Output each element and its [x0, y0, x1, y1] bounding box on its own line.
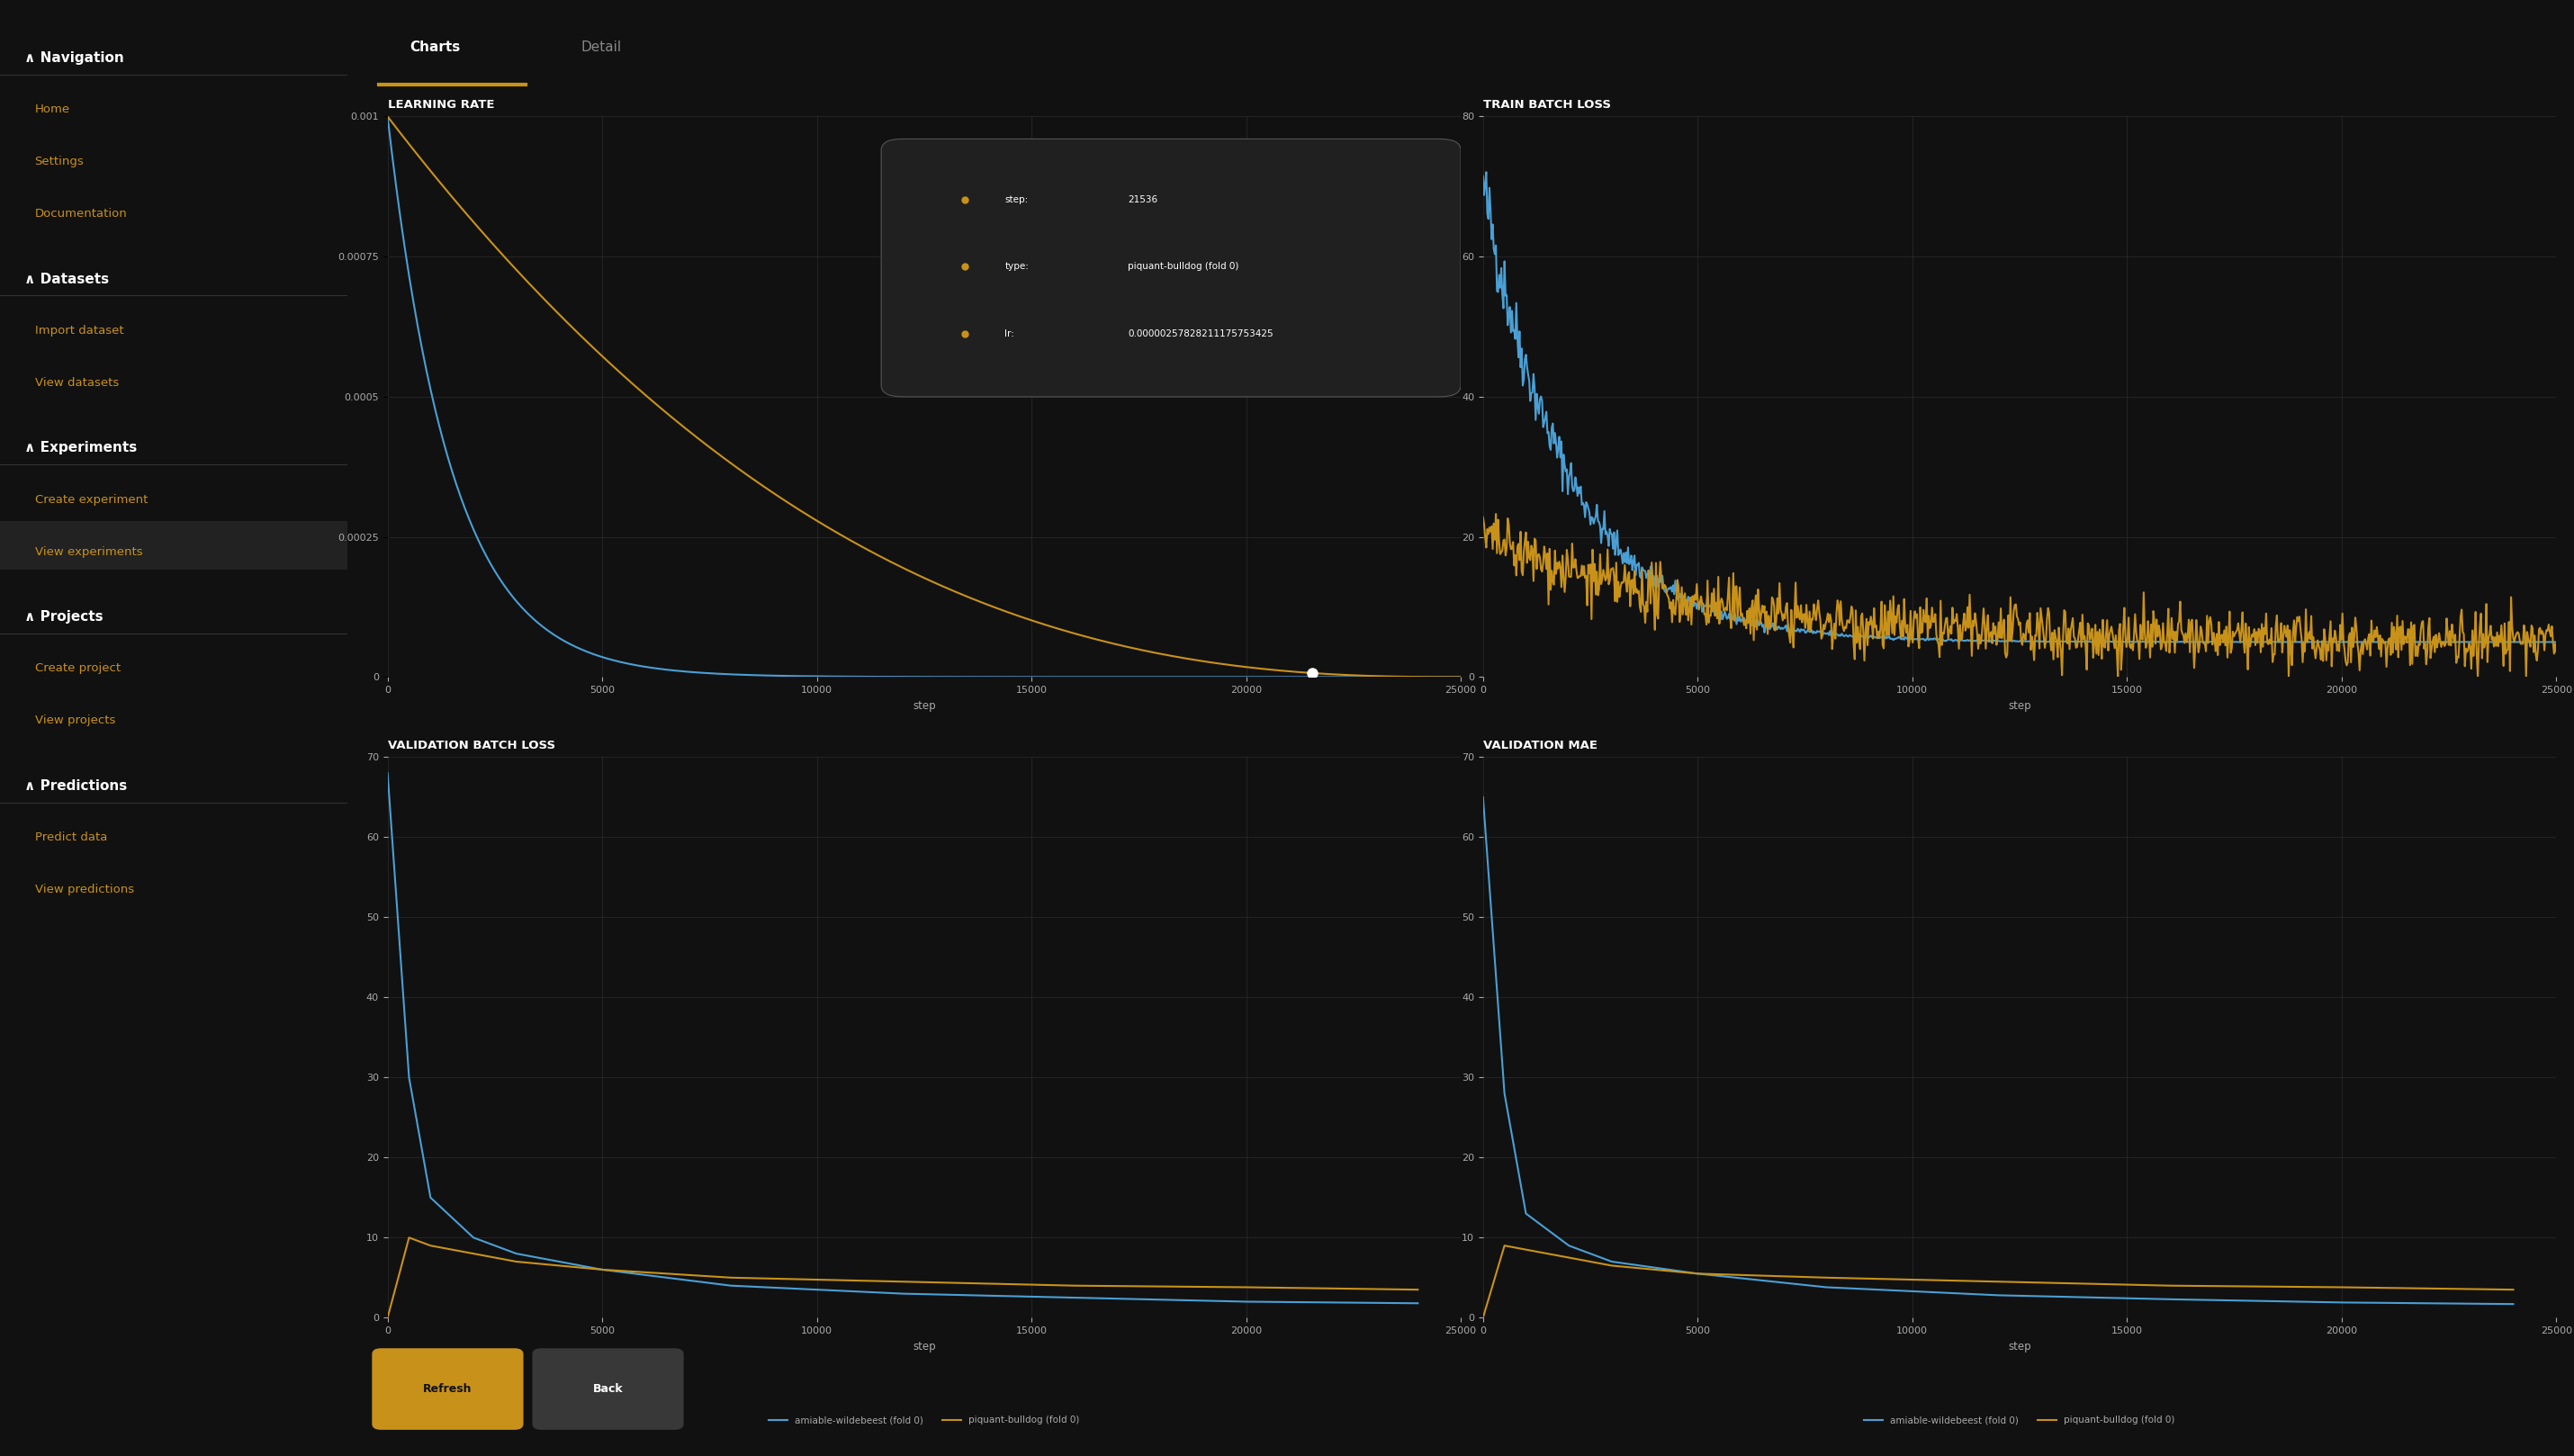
Legend: amiable-wildebeest (fold 0), piquant-bulldog (fold 0): amiable-wildebeest (fold 0), piquant-bul…: [1861, 1412, 2178, 1428]
Text: Create experiment: Create experiment: [36, 494, 147, 505]
X-axis label: step: step: [914, 700, 937, 712]
Legend: amiable-wildebeest (fold 0), piquant-bulldog (fold 0): amiable-wildebeest (fold 0), piquant-bul…: [764, 1412, 1084, 1428]
Text: View predictions: View predictions: [36, 884, 134, 895]
Text: TRAIN BATCH LOSS: TRAIN BATCH LOSS: [1483, 99, 1611, 111]
Text: 21536: 21536: [1127, 195, 1158, 204]
FancyBboxPatch shape: [0, 521, 347, 569]
Text: Detail: Detail: [582, 41, 623, 54]
Text: step:: step:: [1004, 195, 1027, 204]
Text: ∧ Predictions: ∧ Predictions: [23, 779, 126, 792]
Text: LEARNING RATE: LEARNING RATE: [389, 99, 494, 111]
Text: VALIDATION MAE: VALIDATION MAE: [1483, 740, 1598, 751]
Text: Refresh: Refresh: [422, 1383, 471, 1395]
Text: type:: type:: [1004, 262, 1030, 271]
Text: Back: Back: [592, 1383, 623, 1395]
FancyBboxPatch shape: [533, 1348, 685, 1430]
Text: Create project: Create project: [36, 662, 121, 674]
FancyBboxPatch shape: [880, 138, 1462, 397]
Text: ∧ Experiments: ∧ Experiments: [23, 441, 136, 454]
Text: Documentation: Documentation: [36, 208, 126, 220]
FancyBboxPatch shape: [373, 1348, 523, 1430]
Text: Predict data: Predict data: [36, 831, 108, 843]
Legend: amiable-wildebeest (fold 0), piquant-bulldog (fold 0): amiable-wildebeest (fold 0), piquant-bul…: [764, 772, 1084, 788]
X-axis label: step: step: [2008, 700, 2031, 712]
Text: VALIDATION BATCH LOSS: VALIDATION BATCH LOSS: [389, 740, 556, 751]
Text: lr:: lr:: [1004, 329, 1014, 338]
Text: piquant-bulldog (fold 0): piquant-bulldog (fold 0): [1127, 262, 1238, 271]
X-axis label: step: step: [2008, 1341, 2031, 1353]
Text: View experiments: View experiments: [36, 546, 142, 558]
X-axis label: step: step: [914, 1341, 937, 1353]
Text: Import dataset: Import dataset: [36, 325, 124, 336]
Text: ∧ Datasets: ∧ Datasets: [23, 272, 108, 285]
Text: View datasets: View datasets: [36, 377, 118, 389]
Text: Home: Home: [36, 103, 69, 115]
Text: Settings: Settings: [36, 156, 85, 167]
Text: 0.00000257828211175753425: 0.00000257828211175753425: [1127, 329, 1274, 338]
Text: ∧ Projects: ∧ Projects: [23, 610, 103, 623]
Text: Charts: Charts: [409, 41, 461, 54]
Text: ∧ Navigation: ∧ Navigation: [23, 51, 124, 64]
Text: View projects: View projects: [36, 715, 116, 727]
Legend: amiable-wildebeest (fold 0), piquant-bulldog (fold 0): amiable-wildebeest (fold 0), piquant-bul…: [1861, 772, 2178, 788]
